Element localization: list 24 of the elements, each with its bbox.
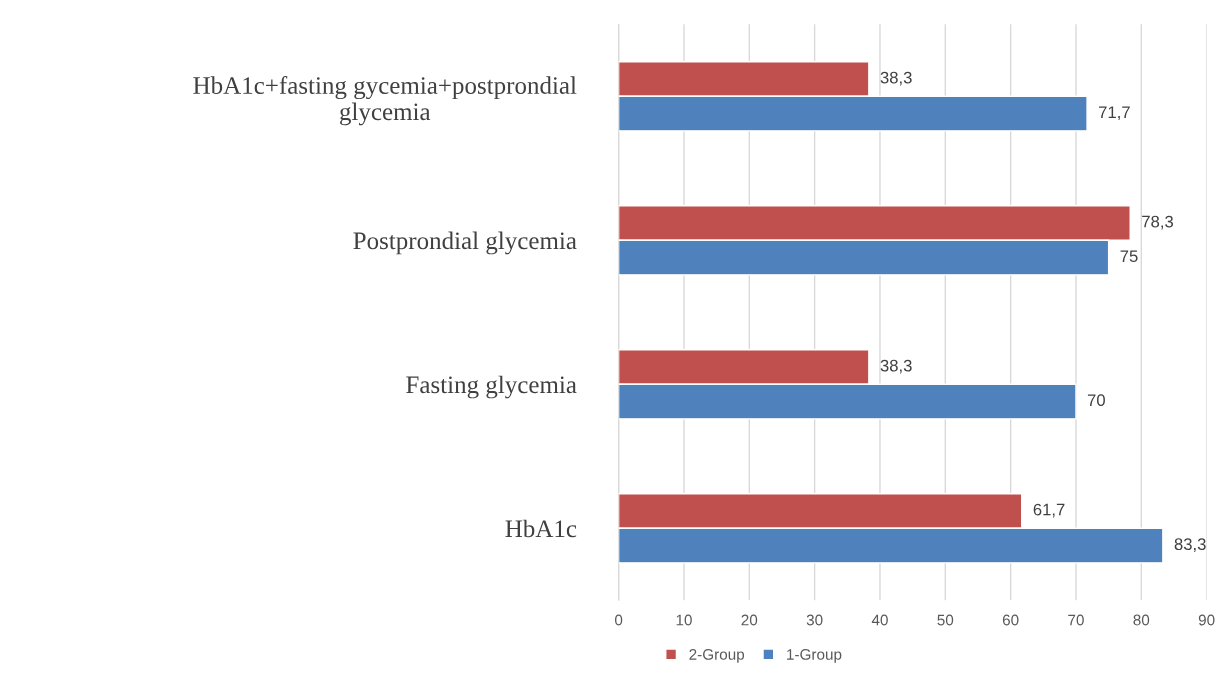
y-tick-label: Postprondial glycemia (353, 231, 577, 255)
legend-label: 1-Group (787, 649, 842, 663)
y-tick-label: HbA1c (505, 519, 577, 538)
x-tick-label: 0 (614, 614, 623, 626)
data-label: 70 (1087, 394, 1105, 407)
x-tick-label: 10 (676, 614, 692, 626)
x-tick-label: 40 (871, 614, 888, 626)
x-tick-label: 90 (1198, 614, 1215, 626)
x-tick-label: 70 (1068, 614, 1084, 626)
data-label: 78,3 (1142, 215, 1173, 230)
data-label: 71,7 (1099, 106, 1130, 121)
data-label: 75 (1120, 250, 1138, 263)
x-tick-label: 20 (741, 614, 758, 626)
y-tick-label: HbA1c+fasting gycemia+postprondial glycemia (193, 76, 577, 126)
y-tick-label: Fasting glycemia (406, 375, 577, 399)
x-tick-label: 50 (937, 614, 954, 626)
data-label: 38,3 (880, 71, 912, 86)
x-tick-label: 60 (1002, 614, 1019, 626)
legend-label: 2-Group (689, 649, 745, 663)
data-label: 38,3 (880, 359, 912, 374)
data-label: 83,3 (1174, 538, 1206, 553)
x-tick-label: 30 (806, 614, 823, 626)
x-tick-label: 80 (1133, 614, 1150, 626)
data-label: 61,7 (1033, 503, 1065, 518)
